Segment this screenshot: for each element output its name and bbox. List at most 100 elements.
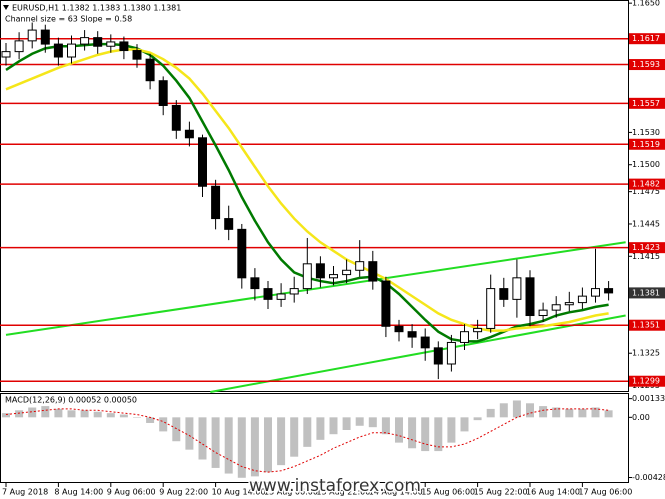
y-tick-label: 1.1475 xyxy=(632,187,660,196)
candle-body xyxy=(368,261,378,282)
candle-body xyxy=(106,41,116,47)
macd-bar xyxy=(473,417,482,421)
candle-body xyxy=(355,261,365,271)
macd-bar xyxy=(434,417,443,452)
macd-bar xyxy=(198,417,207,460)
candle-body xyxy=(53,43,63,58)
macd-bar xyxy=(41,406,50,418)
candle-body xyxy=(263,288,273,300)
macd-bar xyxy=(408,417,417,449)
candle-body xyxy=(512,277,522,300)
level-tag xyxy=(629,178,665,190)
level-tag xyxy=(629,319,665,331)
moving-average xyxy=(5,48,609,332)
dropdown-icon xyxy=(3,5,9,10)
candle-body xyxy=(538,309,548,317)
macd-bar xyxy=(237,417,246,478)
candle-body xyxy=(119,41,129,52)
macd-bar xyxy=(342,417,351,430)
macd-bar xyxy=(80,410,89,418)
candle-body xyxy=(67,43,76,58)
macd-bar xyxy=(355,417,364,426)
x-tick-label: 9 Aug 06:00 xyxy=(107,488,156,497)
candle-body xyxy=(132,50,142,60)
candle-body xyxy=(289,288,299,295)
candle-body xyxy=(381,280,391,327)
macd-bar xyxy=(565,408,574,418)
candle-body xyxy=(577,295,587,304)
candle-body xyxy=(604,288,614,294)
candle-body xyxy=(250,277,260,290)
candle-body xyxy=(486,288,496,329)
x-tick-label: 9 Aug 22:00 xyxy=(159,488,208,497)
candle-body xyxy=(499,288,509,300)
level-label: 1.1423 xyxy=(632,243,660,252)
candle-body xyxy=(224,218,234,230)
macd-bar xyxy=(277,417,286,466)
candle-body xyxy=(237,228,247,279)
macd-bar xyxy=(2,413,10,418)
macd-bar xyxy=(552,407,561,418)
candle-body xyxy=(394,325,404,333)
candle-body xyxy=(433,347,443,365)
x-tick-label: 15 Aug 22:00 xyxy=(474,488,528,497)
x-tick-label: 16 Aug 14:00 xyxy=(526,488,580,497)
macd-tick-label: 0.00133 xyxy=(632,394,665,403)
macd-pane xyxy=(0,393,629,483)
y-tick-label: 1.1445 xyxy=(632,219,660,228)
macd-bar xyxy=(381,417,390,435)
macd-bar xyxy=(486,408,495,418)
symbol-info: EURUSD,H1 1.1382 1.1383 1.1380 1.1381 xyxy=(12,4,181,13)
x-tick-label: 8 Aug 14:00 xyxy=(54,488,103,497)
candle-body xyxy=(329,274,338,279)
y-tick-label: 1.1325 xyxy=(632,349,660,358)
macd-bar xyxy=(329,417,338,435)
macd-label: MACD(12,26,9) 0.00052 0.00050 xyxy=(5,396,137,405)
y-tick-label: 1.1530 xyxy=(632,128,660,137)
channel-line xyxy=(5,241,626,336)
macd-bar xyxy=(290,417,299,457)
candle-body xyxy=(302,263,312,290)
x-tick-label: 7 Aug 2018 xyxy=(2,488,48,497)
macd-bar xyxy=(211,417,220,468)
level-tag xyxy=(629,242,665,254)
macd-bar xyxy=(512,400,521,418)
macd-tick-label: -0.00428 xyxy=(632,473,665,482)
macd-bar xyxy=(119,414,128,418)
candle-body xyxy=(564,302,574,306)
level-label: 1.1299 xyxy=(632,377,660,386)
macd-signal xyxy=(5,408,609,473)
x-tick-label: 13 Aug 22:00 xyxy=(316,488,370,497)
macd-tick-label: 0.00 xyxy=(632,413,650,422)
candle-body xyxy=(158,80,168,106)
macd-bar xyxy=(185,417,194,450)
candle-body xyxy=(27,29,37,42)
candle-body xyxy=(551,304,561,311)
candle-body xyxy=(93,37,103,47)
candle-body xyxy=(315,263,325,279)
macd-bar xyxy=(106,413,115,418)
macd-bar xyxy=(316,417,325,440)
level-label: 1.1351 xyxy=(632,321,660,330)
level-label: 1.1593 xyxy=(632,60,660,69)
macd-bar xyxy=(539,406,548,418)
macd-bar xyxy=(421,417,430,452)
level-tag xyxy=(629,33,665,45)
candle-body xyxy=(211,185,221,220)
level-label: 1.1519 xyxy=(632,140,660,149)
macd-bar xyxy=(133,417,141,418)
last-price-tag xyxy=(629,287,665,299)
level-tag xyxy=(629,138,665,150)
macd-bar xyxy=(591,407,600,418)
candle-body xyxy=(342,269,352,276)
macd-bar xyxy=(368,417,377,428)
candle-body xyxy=(591,288,600,297)
macd-bar xyxy=(54,408,63,418)
level-label: 1.1617 xyxy=(632,34,660,43)
channel-line xyxy=(210,314,626,393)
macd-bar xyxy=(93,411,102,418)
candle-body xyxy=(184,129,194,139)
x-tick-label: 15 Aug 06:00 xyxy=(421,488,475,497)
level-tag xyxy=(629,375,665,387)
